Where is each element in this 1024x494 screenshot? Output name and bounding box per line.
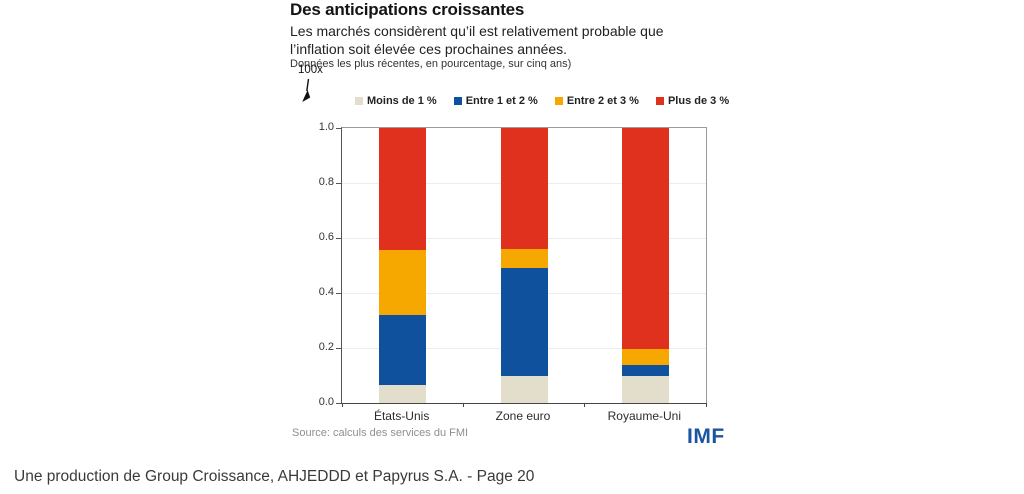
scale-annotation-label: 100x bbox=[298, 64, 323, 76]
figure-note: Données les plus récentes, en pourcentag… bbox=[290, 58, 572, 70]
figure-subtitle: Les marchés considèrent qu’il est relati… bbox=[290, 23, 664, 57]
scale-annotation: 100x bbox=[298, 64, 323, 102]
bar-segment-Royaume-Uni-Moins de 1 % bbox=[621, 375, 669, 403]
category-labels: États-Unis Zone euro Royaume-Uni bbox=[341, 409, 705, 425]
legend-label: Entre 2 et 3 % bbox=[566, 95, 639, 107]
x-tick-mark bbox=[462, 403, 464, 407]
source-note: Source: calculs des services du FMI bbox=[292, 427, 469, 439]
y-tick-mark bbox=[336, 182, 341, 184]
down-arrow-icon bbox=[300, 78, 312, 107]
bar-segment-Royaume-Uni-Entre 2 et 3 % bbox=[621, 349, 669, 365]
legend-item-0: Moins de 1 % bbox=[355, 95, 437, 107]
chart-legend: Moins de 1 % Entre 1 et 2 % Entre 2 et 3 %… bbox=[355, 95, 729, 107]
bar-segment-Zone euro-Entre 1 et 2 % bbox=[500, 268, 548, 376]
y-tick-mark bbox=[336, 402, 341, 404]
legend-label: Entre 1 et 2 % bbox=[465, 95, 538, 107]
legend-swatch-icon bbox=[355, 97, 363, 105]
legend-swatch-icon bbox=[453, 97, 462, 105]
bar-segment-Zone euro-Plus de 3 % bbox=[500, 128, 548, 249]
y-tick-mark bbox=[336, 237, 341, 239]
y-tick-label: 1.0 bbox=[318, 121, 334, 133]
y-tick-mark bbox=[336, 292, 341, 294]
y-tick-label: 0.6 bbox=[318, 231, 334, 243]
bar-segment-États-Unis-Plus de 3 % bbox=[379, 128, 427, 251]
x-tick-mark bbox=[705, 403, 707, 407]
y-tick-label: 0.0 bbox=[318, 396, 334, 408]
legend-item-1: Entre 1 et 2 % bbox=[453, 95, 538, 107]
figure-title: Des anticipations croissantes bbox=[290, 0, 525, 19]
page-footer: Une production de Group Croissance, AHJE… bbox=[14, 468, 535, 485]
x-tick-mark bbox=[341, 403, 343, 407]
bar-segment-Zone euro-Entre 2 et 3 % bbox=[500, 249, 548, 269]
category-label-0: États-Unis bbox=[373, 409, 430, 423]
bar-segment-États-Unis-Moins de 1 % bbox=[379, 385, 427, 403]
legend-swatch-icon bbox=[655, 97, 664, 105]
y-tick-mark bbox=[336, 347, 341, 349]
imf-logo: IMF bbox=[687, 425, 725, 448]
bar-segment-Royaume-Uni-Entre 1 et 2 % bbox=[621, 364, 669, 376]
legend-label: Plus de 3 % bbox=[667, 95, 730, 107]
category-label-1: Zone euro bbox=[495, 409, 551, 423]
y-tick-label: 0.4 bbox=[318, 286, 334, 298]
category-label-2: Royaume-Uni bbox=[607, 409, 681, 423]
bar-segment-Zone euro-Moins de 1 % bbox=[500, 375, 548, 403]
legend-swatch-icon bbox=[554, 97, 563, 105]
x-tick-mark bbox=[584, 403, 586, 407]
plot-area: 0.0 0.2 0.4 0.6 0.8 1.0 bbox=[319, 121, 707, 408]
legend-label: Moins de 1 % bbox=[367, 95, 437, 107]
y-tick-mark bbox=[336, 127, 341, 129]
bar-segment-Royaume-Uni-Plus de 3 % bbox=[621, 128, 669, 350]
y-tick-label: 0.8 bbox=[318, 176, 334, 188]
bar-segment-États-Unis-Entre 1 et 2 % bbox=[379, 315, 427, 386]
legend-item-3: Plus de 3 % bbox=[655, 95, 730, 107]
y-tick-label: 0.2 bbox=[318, 341, 334, 353]
legend-item-2: Entre 2 et 3 % bbox=[554, 95, 639, 107]
bar-segment-États-Unis-Entre 2 et 3 % bbox=[379, 250, 427, 315]
